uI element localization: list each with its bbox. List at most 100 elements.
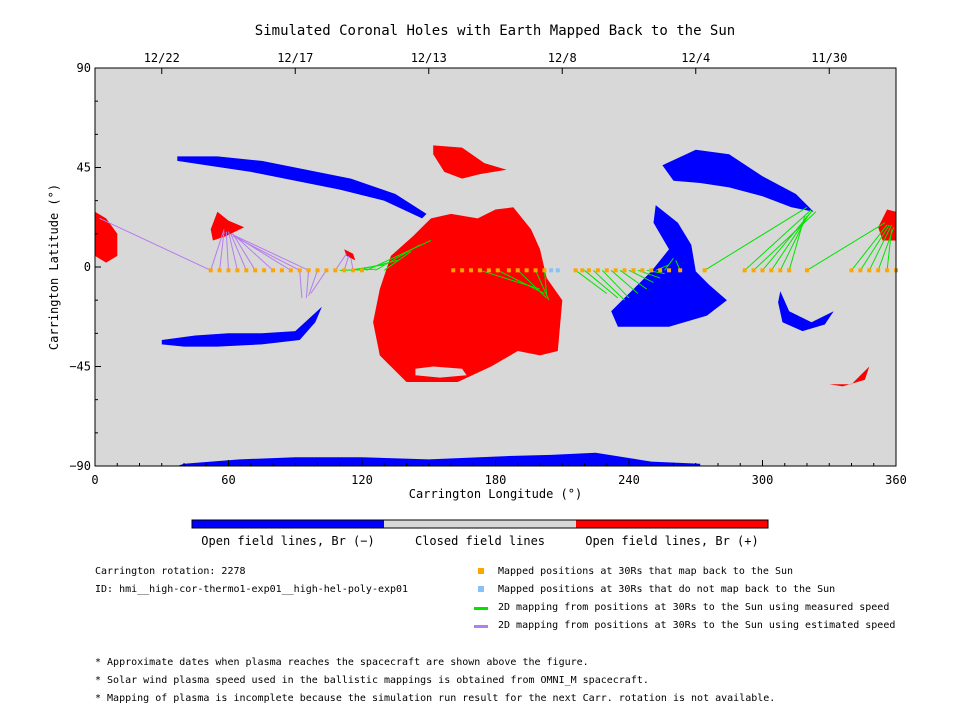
measured-mapping-line — [575, 269, 608, 294]
measured-mapping-line — [753, 211, 817, 271]
measured-mapping-line — [806, 222, 886, 271]
estimated-mapping-line — [334, 253, 347, 271]
estimated-mapping-line — [232, 233, 256, 271]
mapped-position-points — [208, 268, 898, 273]
mapped-position-point — [622, 268, 627, 273]
mapped-position-point — [876, 268, 881, 273]
measured-mapping-line — [704, 206, 808, 271]
mapped-position-point — [573, 268, 578, 273]
mapped-position-point — [351, 268, 356, 273]
top-date-label: 12/4 — [681, 51, 710, 65]
legend-estimated-line — [474, 625, 488, 628]
colorbar-frame — [191, 519, 769, 529]
x-tick-label: 180 — [485, 473, 507, 487]
colorbar-label: Open field lines, Br (−) — [201, 534, 374, 548]
mapped-position-point — [315, 268, 320, 273]
measured-mapping-line — [655, 264, 670, 271]
mapped-position-point — [451, 268, 456, 273]
mapped-position-point — [760, 268, 765, 273]
carrington-rotation: Carrington rotation: 2278 — [95, 566, 246, 577]
mapped-position-point — [506, 268, 511, 273]
coronal-hole-negative — [778, 291, 834, 332]
closed-field-island — [415, 366, 467, 378]
coronal-hole-positive — [373, 207, 563, 382]
legend-mapped-label: Mapped positions at 30Rs that map back t… — [498, 566, 794, 577]
mapped-position-point — [778, 268, 783, 273]
estimated-mapping-line — [234, 235, 274, 271]
x-tick-label: 300 — [752, 473, 774, 487]
axis-ticks: 0 60 120 180 240 300 360 −90 −45 0 45 90 12/22 12/17 1… — [69, 51, 907, 487]
mapped-position-point — [533, 268, 538, 273]
mapped-position-point — [486, 268, 491, 273]
measured-mapping-line — [601, 269, 630, 299]
mapped-position-point — [640, 268, 645, 273]
closed-islands — [415, 366, 467, 378]
mapped-position-point — [288, 268, 293, 273]
chart-title: Simulated Coronal Holes with Earth Mappe… — [255, 23, 735, 39]
coronal-hole-negative — [177, 156, 427, 219]
coronal-hole-negative — [662, 149, 814, 212]
mapped-position-point — [858, 268, 863, 273]
estimated-mapping-line — [232, 235, 300, 271]
mapped-position-point — [586, 268, 591, 273]
top-date-label: 12/22 — [144, 51, 180, 65]
colorbar-label: Closed field lines — [415, 534, 545, 548]
colorbar-segment — [384, 520, 576, 528]
x-tick-label: 360 — [885, 473, 907, 487]
estimated-mapping-line — [308, 270, 318, 296]
measured-mapping-line — [868, 224, 892, 271]
mapped-position-point — [667, 268, 672, 273]
top-date-label: 11/30 — [811, 51, 847, 65]
mapped-position-point — [271, 268, 275, 273]
colorbar-segment — [192, 520, 384, 528]
measured-mapping-line — [664, 257, 674, 271]
mapped-position-point — [649, 268, 654, 273]
mapped-position-point — [867, 268, 872, 273]
legend-not-mapped-label: Mapped positions at 30Rs that do not map… — [498, 584, 836, 595]
unmapped-position-point — [549, 268, 554, 273]
estimated-mapping-line — [299, 270, 303, 298]
colorbar-label: Open field lines, Br (+) — [585, 534, 758, 548]
measured-mapping-line — [619, 269, 648, 290]
footnote: * Solar wind plasma speed used in the ba… — [95, 675, 649, 686]
legend-mapped-swatch — [478, 568, 484, 574]
mapped-position-point — [769, 268, 774, 273]
y-tick-label: 90 — [77, 61, 91, 75]
estimated-mapping-lines — [99, 217, 354, 298]
mapped-position-point — [495, 268, 500, 273]
estimated-mapping-line — [210, 229, 225, 271]
coronal-hole-positive — [829, 366, 870, 387]
run-id: ID: hmi__high-cor-thermo1-exp01__high-he… — [95, 584, 409, 595]
mapped-position-point — [658, 268, 663, 273]
mapped-position-point — [279, 268, 284, 273]
measured-mapping-line — [628, 269, 654, 283]
legend-measured-line — [474, 607, 488, 610]
mapped-position-point — [678, 268, 683, 273]
coronal-hole-negative — [611, 205, 727, 327]
coronal-holes — [95, 145, 896, 466]
footnote: * Mapping of plasma is incomplete becaus… — [95, 693, 776, 704]
mapped-position-point — [595, 268, 600, 273]
mapped-position-point — [226, 268, 231, 273]
measured-mapping-line — [584, 269, 619, 299]
mapped-position-point — [742, 268, 747, 273]
mapped-position-point — [542, 268, 547, 273]
legend-estimated-label: 2D mapping from positions at 30Rs to the… — [498, 620, 896, 631]
run-info: Carrington rotation: 2278 ID: hmi__high-… — [95, 563, 408, 599]
y-tick-label: 0 — [84, 260, 91, 274]
top-date-label: 12/13 — [411, 51, 447, 65]
mapped-position-point — [580, 268, 585, 273]
legend-measured-label: 2D mapping from positions at 30Rs to the… — [498, 602, 890, 613]
mapped-position-point — [613, 268, 618, 273]
y-tick-label: −45 — [69, 360, 91, 374]
measured-mapping-line — [543, 270, 548, 296]
estimated-mapping-line — [310, 270, 327, 294]
mapped-position-point — [324, 268, 329, 273]
mapped-position-point — [515, 268, 520, 273]
mapped-position-point — [244, 268, 249, 273]
estimated-mapping-line — [219, 231, 225, 271]
estimated-mapping-line — [225, 231, 229, 271]
estimated-mapping-line — [230, 233, 309, 271]
measured-mapping-line — [383, 251, 412, 271]
y-tick-label: −90 — [69, 459, 91, 473]
